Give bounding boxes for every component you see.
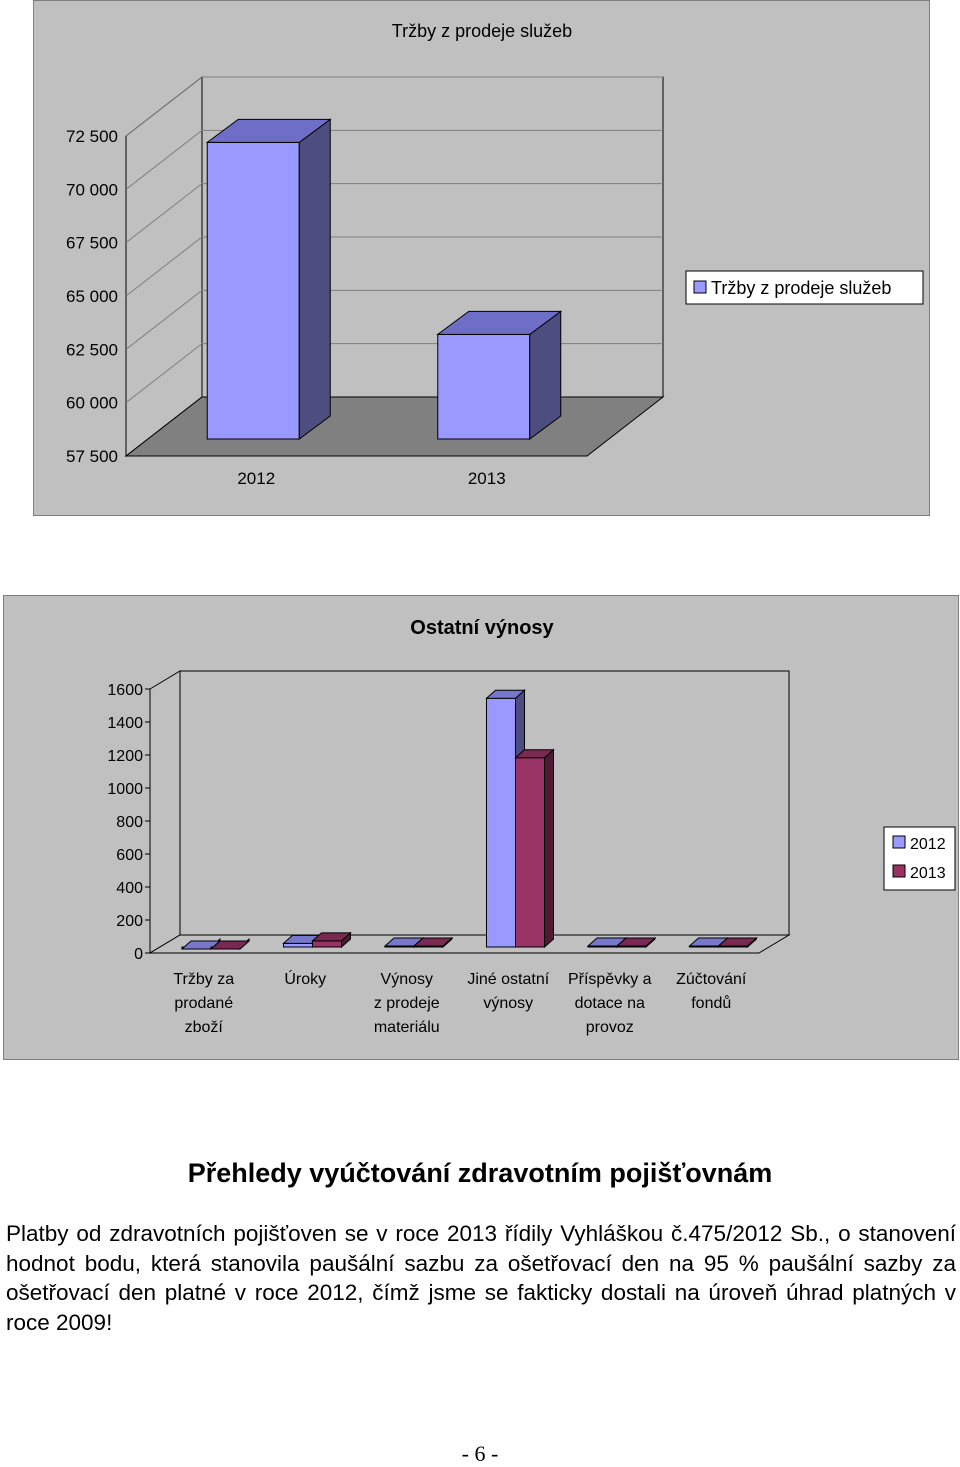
x-tick-label: provoz [586,1019,634,1036]
x-tick-label: Zúčtování [676,971,747,988]
bar-2012-3-front [486,697,516,948]
chart-title: Tržby z prodeje služeb [392,21,572,41]
bar-2012-front [206,141,300,440]
paragraph-text: Platby od zdravotních pojišťoven se v ro… [6,1221,956,1335]
y-tick-label: 400 [116,880,143,897]
chart-trzby-sluzeb-svg: 57 500 60 000 62 500 65 000 67 500 70 000 72 5… [66,21,924,488]
x-tick-label: prodané [174,995,233,1012]
y-tick-label: 1600 [107,682,143,699]
bar-2013-3-top [514,749,555,759]
bar-2012-3-top [485,689,526,699]
side-wall [149,670,181,954]
floor [124,396,665,457]
gridline [125,76,663,137]
y-tick-label: 60 000 [66,394,118,413]
bar-2013-front [437,333,531,440]
bar-2013-0-top [209,940,251,950]
page-number: - 6 - [461,1441,499,1466]
legend-swatch-2013 [892,864,906,878]
back-wall [179,670,790,936]
bar-2012-1-front [283,942,313,948]
section-heading: Přehledy vyúčtování zdravotním pojišťovn… [187,1158,773,1188]
y-tick-label: 1400 [107,715,143,732]
legend-box [685,270,924,305]
bar-2013-2-top [412,937,454,947]
x-tick-label: materiálu [374,1019,440,1036]
legend-swatch [693,280,707,294]
y-tick-label: 1200 [107,748,143,765]
bar-2012-side [298,118,331,440]
y-tick-label: 67 500 [66,234,118,253]
x-tick-label: zboží [185,1019,224,1036]
bar-2013-3-side [544,748,554,949]
chart-trzby-sluzeb: 57 500 60 000 62 500 65 000 67 500 70 000 72 5… [33,0,930,516]
x-tick-label: výnosy [483,995,533,1012]
x-tick-label: Jiné ostatní [467,971,549,988]
x-tick-label: 2013 [468,469,506,488]
x-tick-label: 2012 [237,469,275,488]
y-tick-label: 62 500 [66,340,118,359]
y-tick-label: 70 000 [66,180,118,199]
x-tick-label: Tržby za [173,971,234,988]
y-tick-label: 600 [116,847,143,864]
chart-ostatni-vynosy: 0 200 400 600 800 1000 1200 1400 1600 Tržby za pro… [3,595,959,1060]
bar-2012-top [205,118,332,143]
gridline [125,129,663,190]
legend-label-2013: 2013 [910,865,946,882]
gridline [125,289,663,350]
y-tick-label: 0 [134,946,143,963]
legend-label: Tržby z prodeje služeb [711,278,891,298]
y-tick-label: 65 000 [66,287,118,306]
bar-2013-5-top [717,937,758,947]
bar-2013-1-front [312,940,342,948]
x-tick-label: dotace na [575,995,645,1012]
y-tick-label: 57 500 [66,447,118,466]
body-paragraph: Platby od zdravotních pojišťoven se v ro… [6,1219,956,1337]
gridline [125,236,663,297]
y-tick-label: 1000 [107,781,143,798]
bar-2013-3-front [515,757,545,948]
legend-swatch-2012 [892,835,906,849]
chart-title: Ostatní výnosy [410,617,554,639]
x-tick-label: Úroky [284,969,326,988]
bar-2013-top [436,310,563,335]
bar-2013-4-top [615,937,657,947]
y-tick-label: 72 500 [66,127,118,146]
y-tick-label: 200 [116,913,143,930]
x-tick-label: Příspěvky a [568,971,652,988]
gridline [125,183,663,244]
chart-ostatni-vynosy-svg: 0 200 400 600 800 1000 1200 1400 1600 Tržby za pro… [107,617,956,1036]
x-tick-label: z prodeje [374,995,440,1012]
y-tick-label: 800 [116,814,143,831]
bar-2013-1-top [311,932,352,942]
legend-label-2012: 2012 [910,836,946,853]
x-tick-label: Výnosy [381,971,433,988]
x-tick-label: fondů [691,994,731,1012]
